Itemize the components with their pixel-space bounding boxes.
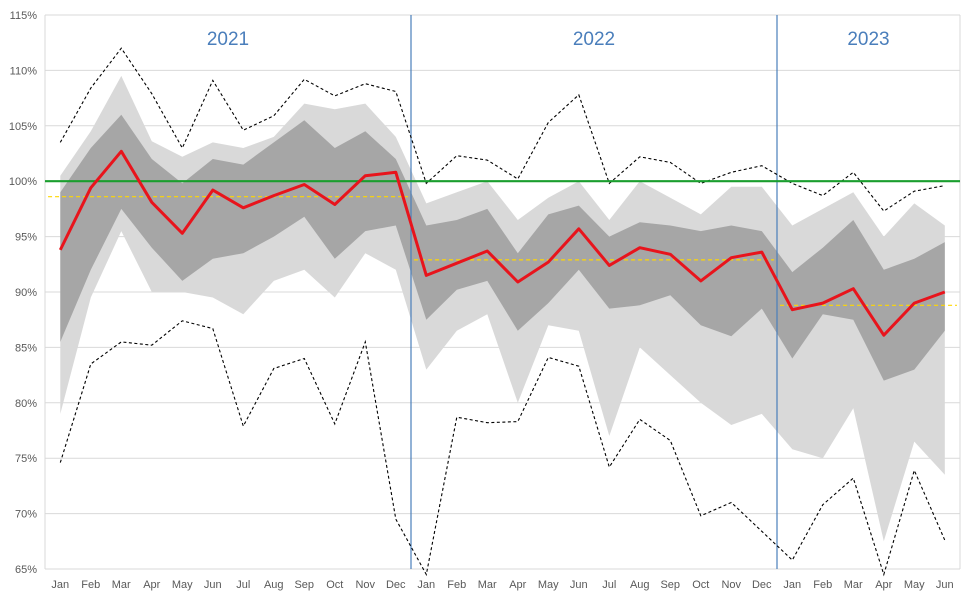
y-tick-label: 100%: [9, 176, 37, 188]
x-tick-label: Jan: [417, 579, 435, 591]
x-tick-label: Sep: [294, 579, 314, 591]
x-tick-label: Mar: [478, 579, 497, 591]
y-tick-label: 70%: [15, 509, 37, 521]
period-label: 2021: [207, 29, 249, 50]
bands: [60, 75, 945, 542]
x-tick-label: Jul: [236, 579, 250, 591]
x-tick-label: Oct: [692, 579, 709, 591]
x-tick-label: Mar: [844, 579, 863, 591]
x-tick-label: Nov: [721, 579, 741, 591]
y-tick-label: 65%: [15, 564, 37, 576]
period-label: 2022: [573, 29, 615, 50]
y-tick-label: 75%: [15, 453, 37, 465]
y-tick-label: 105%: [9, 121, 37, 133]
x-tick-label: Feb: [447, 579, 466, 591]
x-tick-label: Feb: [813, 579, 832, 591]
period-label: 2023: [847, 29, 889, 50]
x-tick-label: May: [172, 579, 193, 591]
lines: [45, 15, 960, 577]
x-tick-label: Jun: [570, 579, 588, 591]
x-tick-label: Jun: [204, 579, 222, 591]
x-tick-label: Apr: [875, 579, 892, 591]
series-line-min: [59, 320, 946, 577]
x-tick-label: Aug: [630, 579, 650, 591]
x-tick-label: Dec: [752, 579, 772, 591]
y-tick-label: 95%: [15, 232, 37, 244]
x-tick-label: May: [904, 579, 925, 591]
x-tick-label: Jan: [51, 579, 69, 591]
labels: 65% 70% 75% 80% 85% 90% 95% 100% 105% 110% 115% Jan…: [9, 10, 954, 591]
x-tick-label: May: [538, 579, 559, 591]
x-tick-label: Mar: [112, 579, 131, 591]
x-tick-label: Nov: [355, 579, 375, 591]
x-tick-label: Apr: [143, 579, 160, 591]
x-tick-label: Jun: [936, 579, 954, 591]
y-tick-label: 80%: [15, 398, 37, 410]
series-line-actual: [58, 149, 946, 337]
x-tick-label: Dec: [386, 579, 406, 591]
x-tick-label: Jul: [602, 579, 616, 591]
x-tick-label: Feb: [81, 579, 100, 591]
x-tick-label: Aug: [264, 579, 284, 591]
y-tick-label: 85%: [15, 342, 37, 354]
y-tick-label: 110%: [10, 65, 38, 77]
x-tick-label: Sep: [660, 579, 680, 591]
x-tick-label: Oct: [326, 579, 343, 591]
y-tick-label: 90%: [15, 287, 37, 299]
y-tick-label: 115%: [10, 10, 38, 22]
x-tick-label: Apr: [509, 579, 526, 591]
x-tick-label: Jan: [783, 579, 801, 591]
